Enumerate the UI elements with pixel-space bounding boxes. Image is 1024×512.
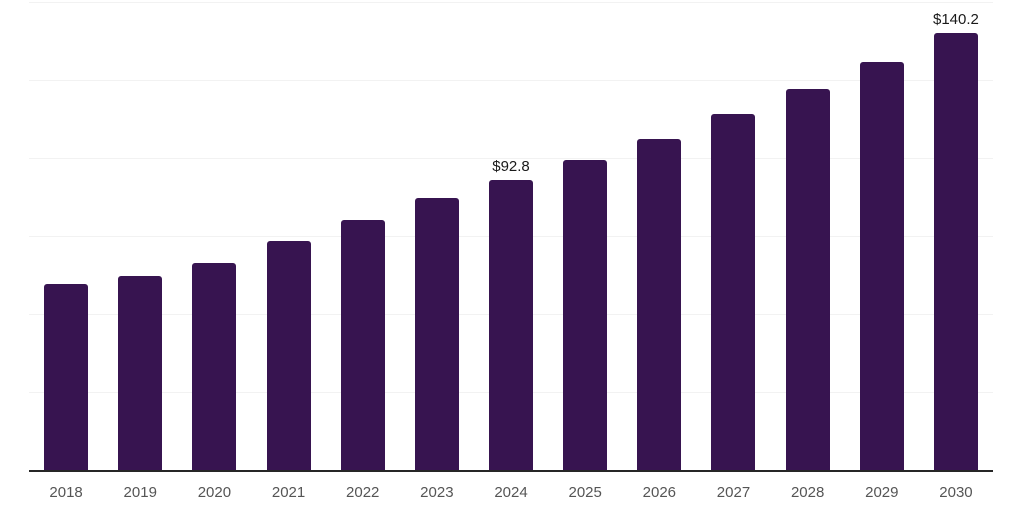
bar-2018 (44, 284, 89, 470)
bar-value-label-2024: $92.8 (492, 158, 530, 175)
x-tick-label-2029: 2029 (865, 484, 899, 501)
x-tick-label-2020: 2020 (197, 484, 232, 501)
x-tick-label-2018: 2018 (49, 484, 83, 501)
x-tick-label-2019: 2019 (123, 484, 157, 501)
x-axis-tick-labels: 2018 2019 2020 2021 2022 2023 2024 2025 2026 2027… (29, 483, 993, 503)
bar-2029 (859, 62, 904, 470)
bar-group-2029 (845, 2, 919, 470)
gridline-150 (29, 2, 993, 3)
bar-2026 (637, 139, 682, 470)
x-tick-label-2026: 2026 (642, 484, 677, 501)
bar-value-label-2030: $140.2 (933, 11, 979, 28)
bar-2021 (266, 241, 311, 470)
x-tick-label-2027: 2027 (716, 484, 751, 501)
bar-2030 (933, 33, 978, 470)
bar-group-2020 (177, 2, 251, 470)
x-tick-label-2024: 2024 (494, 484, 528, 501)
bar-2022 (340, 220, 385, 470)
x-tick-label-2025: 2025 (568, 484, 602, 501)
bar-group-2023 (400, 2, 474, 470)
bar-group-2019 (103, 2, 177, 470)
bar-2025 (563, 160, 608, 470)
gridline-125 (29, 80, 993, 81)
bar-group-2025 (548, 2, 622, 470)
bar-group-2018 (29, 2, 103, 470)
bar-2024 (489, 180, 534, 470)
bar-group-2024: $92.8 (474, 2, 548, 470)
bar-2023 (414, 198, 459, 470)
gridline-100 (29, 158, 993, 159)
x-tick-label-2023: 2023 (420, 484, 454, 501)
bar-group-2027 (696, 2, 770, 470)
bar-group-2028 (771, 2, 845, 470)
x-tick-label-2030: 2030 (939, 484, 973, 501)
bar-group-2026 (622, 2, 696, 470)
x-tick-label-2022: 2022 (346, 484, 380, 501)
x-tick-label-2028: 2028 (790, 484, 825, 501)
bar-series: $92.8 $140.2 (29, 2, 993, 470)
x-tick-label-2021: 2021 (271, 484, 306, 501)
bar-2028 (785, 89, 830, 470)
bar-group-2022 (326, 2, 400, 470)
bar-group-2021 (251, 2, 325, 470)
bar-2027 (711, 114, 756, 470)
plot-area: $92.8 $140.2 (29, 2, 993, 472)
bar-2020 (192, 263, 237, 470)
bar-2019 (118, 276, 163, 470)
bar-group-2030: $140.2 (919, 2, 993, 470)
